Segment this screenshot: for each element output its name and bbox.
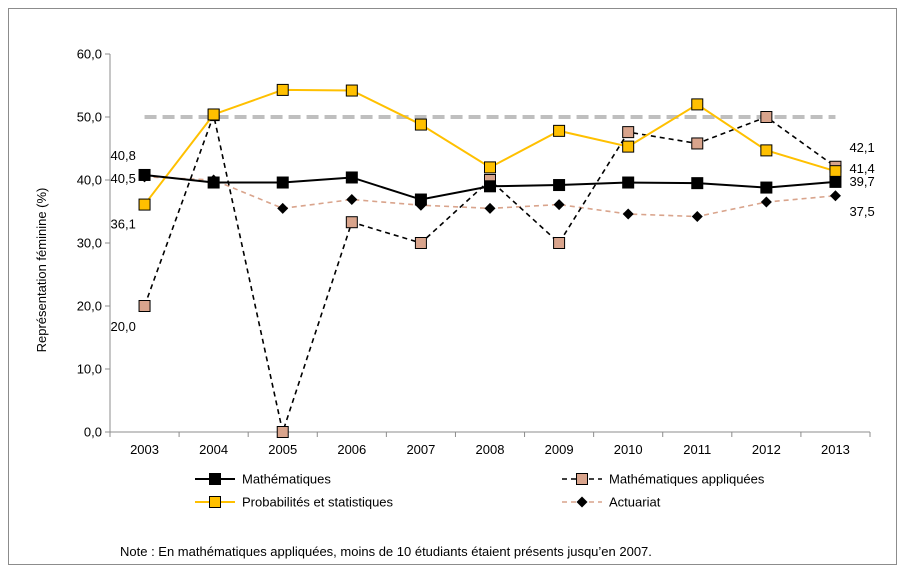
data-point [760, 111, 773, 123]
y-tick-label: 10,0 [77, 362, 102, 377]
y-tick-label: 60,0 [77, 47, 102, 62]
x-tick-label: 2011 [683, 442, 711, 457]
data-point [138, 168, 151, 181]
legend-label: Actuariat [609, 495, 661, 510]
x-tick-label: 2006 [337, 442, 366, 457]
legend-label: Probabilités et statistiques [242, 495, 394, 510]
data-labels-group: 40,8 40,5 36,1 20,0 42,1 41,439,7 37,5 [111, 140, 875, 334]
x-tick-label: 2003 [130, 442, 159, 457]
legend-swatch-marker [576, 496, 588, 508]
data-point [691, 177, 704, 190]
data-point [414, 237, 427, 249]
data-label: 37,5 [849, 204, 874, 219]
y-tick-label: 20,0 [77, 299, 102, 314]
data-point [691, 211, 703, 223]
data-point [345, 216, 358, 229]
data-point [829, 190, 841, 202]
data-label: 36,1 [111, 217, 136, 232]
legend-item: Probabilités et statistiques [195, 495, 394, 510]
data-point [484, 180, 496, 193]
data-point [484, 161, 496, 174]
legend-item: Mathématiques appliquées [562, 472, 765, 487]
data-point [553, 237, 566, 249]
data-point [276, 426, 289, 438]
data-point [207, 176, 220, 189]
data-point [622, 140, 635, 153]
series-mathematiques [138, 168, 842, 206]
data-point [277, 202, 289, 214]
data-point [691, 98, 704, 111]
x-axis: 2003 2004 2005 2006 2007 2008 2009 2010 2011 2012… [109, 431, 871, 457]
data-point [276, 176, 289, 189]
y-tick-label: 50,0 [77, 110, 102, 125]
data-point [138, 300, 151, 312]
x-tick-label: 2004 [199, 442, 228, 457]
x-tick-label: 2009 [545, 442, 574, 457]
data-point [622, 208, 634, 220]
data-point [829, 165, 842, 178]
data-point [553, 179, 566, 192]
y-axis: 0,0 10,0 20,0 30,0 40,0 50,0 60,0 [77, 47, 111, 440]
x-tick-label: 2007 [406, 442, 435, 457]
series-mathematiques-appliquees [138, 109, 842, 438]
x-tick-label: 2012 [752, 442, 781, 457]
x-tick-label: 2005 [268, 442, 297, 457]
legend-swatch-marker [209, 473, 221, 485]
data-point [760, 196, 772, 208]
legend-item: Mathématiques [195, 472, 331, 487]
data-point [553, 124, 566, 137]
series-probabilites-et-statistiques [138, 83, 842, 211]
legend-label: Mathématiques appliquées [609, 472, 765, 487]
data-point [345, 84, 358, 97]
data-label: 41,4 [849, 161, 874, 176]
data-point [345, 171, 358, 184]
data-point [276, 83, 289, 96]
legend-swatch-marker [209, 496, 221, 508]
data-point [760, 144, 773, 157]
x-tick-label: 2008 [476, 442, 505, 457]
y-tick-label: 0,0 [84, 425, 102, 440]
data-point [207, 108, 220, 121]
legend-label: Mathématiques [242, 472, 331, 487]
data-point [829, 175, 842, 188]
data-label: 40,8 [111, 148, 136, 163]
data-point [346, 194, 358, 206]
legend: Mathématiques Mathématiques appliquées Pro… [195, 472, 765, 510]
data-point [484, 202, 496, 214]
data-point [622, 176, 635, 189]
x-tick-label: 2010 [614, 442, 643, 457]
data-label: 40,5 [111, 171, 136, 186]
data-point [622, 126, 635, 139]
data-label: 20,0 [111, 319, 136, 334]
legend-swatch-marker [576, 473, 588, 485]
data-point [414, 118, 427, 131]
data-label: 39,7 [849, 174, 874, 189]
data-point [553, 199, 565, 211]
series-group [138, 83, 842, 438]
chart-frame [8, 8, 897, 565]
chart-note: Note : En mathématiques appliquées, moin… [120, 544, 652, 559]
y-tick-label: 40,0 [77, 173, 102, 188]
legend-item: Actuariat [562, 495, 661, 510]
data-point [760, 181, 773, 194]
data-point [691, 137, 704, 150]
data-label: 42,1 [849, 140, 874, 155]
y-tick-label: 30,0 [77, 236, 102, 251]
data-point [138, 198, 151, 211]
x-tick-label: 2013 [821, 442, 850, 457]
y-axis-title: Représentation féminine (%) [34, 188, 49, 353]
data-point [414, 193, 427, 206]
